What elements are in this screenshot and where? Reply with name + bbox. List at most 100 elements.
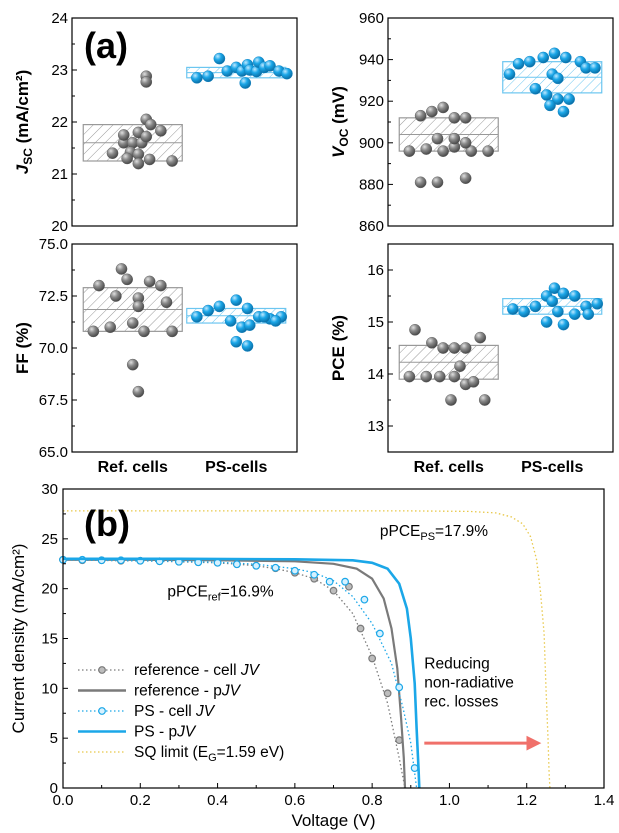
ref-point-ff-10	[104, 321, 117, 334]
ps-point-jsc-14	[239, 77, 252, 89]
ytick-label-b-4: 20	[41, 581, 58, 598]
annotation-ppce-ref-sub: ref	[208, 592, 222, 604]
ps-point-pce-13	[568, 308, 581, 321]
series-marker-2-14	[325, 577, 334, 586]
xtick-label-b-3: 0.6	[284, 792, 305, 809]
ref-point-ff-8	[160, 296, 173, 309]
xtick-label-b-7: 1.4	[594, 792, 615, 809]
ps-point-pce-1	[518, 305, 530, 318]
ylabel-sub-jsc: SC	[21, 148, 35, 165]
ref-point-pce-10	[454, 360, 466, 373]
xlabel-b: Voltage (V)	[291, 811, 375, 830]
ps-point-jsc-2	[213, 52, 226, 65]
ytick-label-jsc-1: 21	[51, 166, 68, 183]
ps-point-ff-3	[230, 294, 243, 306]
ps-point-voc-1	[512, 57, 525, 70]
ps-point-ff-12	[241, 340, 254, 352]
ytick-label-b-0: 0	[50, 780, 58, 797]
series-line-4	[63, 510, 551, 789]
panel-a: 20 21 22 23 24 JSC (mA/cm²) 860 880 900 920 940 960…	[13, 10, 614, 476]
ytick-label-pce-2: 15	[367, 314, 384, 331]
series-line-3	[63, 557, 421, 789]
ref-point-jsc-3	[106, 147, 119, 159]
legend-label-3: PS - pJV	[134, 724, 197, 741]
xcategory-ff-0: Ref. cells	[98, 459, 168, 476]
xtick-label-b-6: 1.2	[516, 792, 537, 809]
ref-point-pce-9	[448, 370, 461, 383]
series-marker-2-19	[410, 764, 419, 772]
series-marker-2-17	[375, 629, 384, 638]
ref-point-ff-1	[115, 263, 128, 275]
ref-point-voc-9	[465, 145, 478, 157]
legend-label-1: reference - pJV	[134, 683, 242, 700]
ps-point-pce-10	[552, 305, 564, 318]
ref-point-jsc-7	[117, 129, 130, 141]
panel-label-a: (a)	[84, 25, 128, 66]
legend-marker-2	[98, 707, 106, 715]
ps-point-pce-5	[557, 287, 570, 300]
ref-point-ff-4	[143, 275, 156, 288]
legend-label-4: SQ limit (EG=1.59 eV)	[134, 744, 284, 764]
ytick-label-jsc-2: 22	[51, 114, 68, 131]
legend-marker-0	[98, 666, 106, 674]
ref-point-pce-13	[445, 394, 457, 406]
ylabel-pce: PCE (%)	[329, 315, 348, 381]
ps-point-ff-4	[241, 302, 254, 315]
ytick-label-voc-1: 880	[359, 176, 384, 193]
ref-point-ff-9	[87, 325, 100, 338]
annotation-ppce-ref: pPCEref=16.9%	[167, 584, 274, 604]
ref-point-voc-13	[459, 136, 472, 149]
series-marker-2-12	[290, 566, 299, 575]
ref-point-pce-2	[437, 342, 449, 354]
series-marker-2-18	[395, 683, 404, 692]
ps-point-ff-8	[224, 315, 237, 327]
ref-point-ff-12	[138, 325, 150, 338]
ytick-label-jsc-0: 20	[51, 218, 68, 235]
ytick-label-voc-0: 860	[359, 218, 384, 235]
ref-point-voc-15	[431, 176, 444, 189]
annotation-ppce-ref-tail: =16.9%	[221, 584, 274, 601]
ytick-label-jsc-3: 23	[51, 62, 68, 79]
ref-point-pce-8	[433, 370, 446, 383]
annotation-ppce-ref-base: pPCE	[167, 584, 208, 601]
series-marker-2-16	[360, 595, 369, 604]
series-marker-0-16	[356, 624, 365, 633]
ps-point-jsc-13	[281, 67, 293, 80]
ref-point-voc-10	[482, 145, 494, 157]
legend-label-text-0: reference - cell	[134, 662, 241, 679]
ps-point-voc-7	[529, 82, 542, 95]
ref-point-voc-11	[448, 132, 461, 145]
legend-label-text-4: SQ limit (E	[134, 744, 208, 761]
ref-point-pce-14	[478, 394, 491, 406]
ps-point-pce-9	[546, 295, 559, 308]
ps-point-voc-0	[503, 68, 516, 80]
annotation-reducing-line-0: Reducing	[424, 655, 490, 672]
annotation-ppce-ps-sub: PS	[420, 531, 435, 543]
ref-point-ff-0	[93, 279, 105, 292]
ref-point-ff-7	[132, 300, 145, 313]
ps-point-voc-16	[552, 72, 564, 85]
ref-point-ff-6	[110, 290, 122, 302]
ref-point-jsc-11	[140, 130, 153, 143]
ylabel-voc: VOC (mV)	[329, 86, 351, 158]
ref-point-voc-14	[414, 176, 427, 189]
legend-label-0: reference - cell JV	[134, 662, 261, 679]
ytick-label-b-5: 25	[41, 531, 58, 548]
ps-point-pce-0	[507, 303, 519, 315]
subplot-ff: 65.0 67.5 70.0 72.5 75.0 FF (%) Ref. cells PS-c…	[13, 236, 298, 476]
ylabel-tail-jsc: (mA/cm²)	[13, 70, 32, 148]
ps-point-pce-2	[529, 300, 542, 313]
ps-point-jsc-0	[191, 72, 203, 84]
ps-point-voc-8	[540, 89, 553, 101]
legend-label-text-1: reference - p	[134, 683, 222, 700]
ytick-label-jsc-4: 24	[51, 10, 68, 27]
ref-point-jsc-9	[144, 118, 157, 131]
series-marker-0-18	[383, 689, 392, 698]
legend-label-tail-4: =1.59 eV)	[217, 744, 285, 761]
frame-ff	[71, 243, 298, 453]
ps-point-ff-2	[213, 300, 226, 313]
ref-point-voc-3	[437, 101, 449, 114]
ps-point-voc-10	[563, 93, 575, 105]
ytick-label-b-2: 10	[41, 680, 58, 697]
